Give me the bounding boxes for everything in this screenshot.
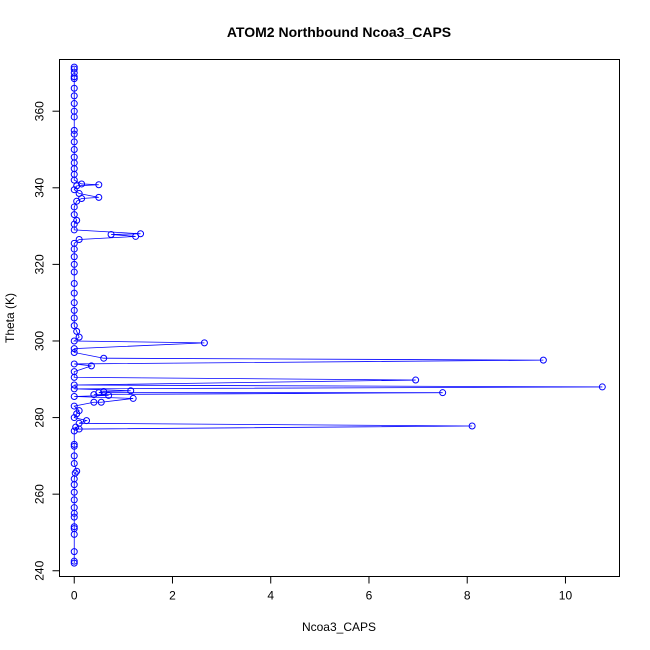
data-point xyxy=(70,84,78,92)
data-point xyxy=(70,92,78,100)
data-point xyxy=(70,488,78,496)
x-tick-label: 6 xyxy=(366,589,373,603)
data-point xyxy=(70,523,78,531)
y-axis: 240 260 280 300 320 340 360 xyxy=(33,101,60,581)
data-point xyxy=(70,153,78,161)
data-point xyxy=(83,417,91,425)
data-point xyxy=(90,398,98,406)
data-point xyxy=(439,389,447,397)
data-point xyxy=(70,345,78,353)
data-point xyxy=(70,440,78,448)
data-point xyxy=(70,337,78,345)
data-point xyxy=(70,138,78,146)
data-point xyxy=(70,203,78,211)
data-point xyxy=(70,126,78,134)
data-point xyxy=(70,525,78,533)
data-point xyxy=(95,181,103,189)
data-point xyxy=(70,393,78,401)
data-point xyxy=(70,289,78,297)
data-point xyxy=(70,63,78,71)
data-point xyxy=(75,235,83,243)
data-point xyxy=(539,356,547,364)
series-line xyxy=(73,67,603,564)
data-point xyxy=(107,231,115,239)
x-tick-label: 10 xyxy=(559,589,573,603)
data-point xyxy=(78,180,86,188)
data-point xyxy=(72,423,80,431)
data-point xyxy=(70,299,78,307)
x-tick-label: 0 xyxy=(71,589,78,603)
data-point xyxy=(70,211,78,219)
data-point xyxy=(70,368,78,376)
x-tick-label: 2 xyxy=(169,589,176,603)
data-point xyxy=(70,100,78,108)
data-point xyxy=(70,381,78,389)
data-point xyxy=(73,216,81,224)
data-point xyxy=(70,322,78,330)
y-tick-label: 300 xyxy=(33,331,47,351)
data-point xyxy=(70,253,78,261)
data-point xyxy=(95,389,103,397)
data-point xyxy=(105,391,113,399)
data-point xyxy=(70,130,78,138)
x-tick-label: 4 xyxy=(267,589,274,603)
data-point xyxy=(70,559,78,567)
data-point xyxy=(73,327,81,335)
data-point xyxy=(70,385,78,393)
data-point xyxy=(75,190,83,198)
y-tick-label: 260 xyxy=(33,484,47,504)
data-point xyxy=(70,107,78,115)
data-point xyxy=(137,230,145,238)
data-point xyxy=(75,333,83,341)
data-point xyxy=(70,496,78,504)
data-point xyxy=(70,548,78,556)
data-point xyxy=(97,398,105,406)
data-point xyxy=(70,460,78,468)
y-tick-label: 280 xyxy=(33,407,47,427)
data-point xyxy=(70,452,78,460)
data-point xyxy=(70,73,78,81)
data-point xyxy=(70,513,78,521)
data-point xyxy=(71,469,79,477)
data-point xyxy=(95,193,103,201)
plot-frame xyxy=(59,59,620,577)
data-point xyxy=(412,376,420,384)
y-tick-label: 360 xyxy=(33,101,47,121)
data-point xyxy=(70,306,78,314)
x-tick-label: 8 xyxy=(464,589,471,603)
data-point xyxy=(70,504,78,512)
y-axis-label: Theta (K) xyxy=(3,293,17,343)
data-point xyxy=(70,314,78,322)
data-point xyxy=(70,360,78,368)
x-axis-label: Ncoa3_CAPS xyxy=(302,620,376,634)
y-tick-label: 340 xyxy=(33,177,47,197)
data-point xyxy=(127,387,135,395)
data-point xyxy=(200,339,208,347)
y-tick-label: 320 xyxy=(33,254,47,274)
data-point xyxy=(129,394,137,402)
data-point xyxy=(70,268,78,276)
data-point xyxy=(100,388,108,396)
x-axis: 0 2 4 6 8 10 xyxy=(71,576,573,603)
y-tick-label: 240 xyxy=(33,560,47,580)
data-point xyxy=(70,348,78,356)
data-point xyxy=(70,442,78,450)
data-point xyxy=(100,354,108,362)
data-point xyxy=(87,362,95,370)
data-point xyxy=(70,557,78,565)
data-point xyxy=(70,65,78,73)
data-point xyxy=(73,467,81,475)
data-point xyxy=(70,260,78,268)
data-point xyxy=(70,280,78,288)
data-point xyxy=(70,402,78,410)
data-point xyxy=(75,419,83,427)
series-layer xyxy=(70,63,606,567)
data-point xyxy=(70,239,78,247)
data-point xyxy=(70,146,78,153)
data-point xyxy=(598,383,606,391)
data-point xyxy=(75,407,83,415)
data-point xyxy=(468,422,476,430)
chart-title: ATOM2 Northbound Ncoa3_CAPS xyxy=(227,24,451,40)
